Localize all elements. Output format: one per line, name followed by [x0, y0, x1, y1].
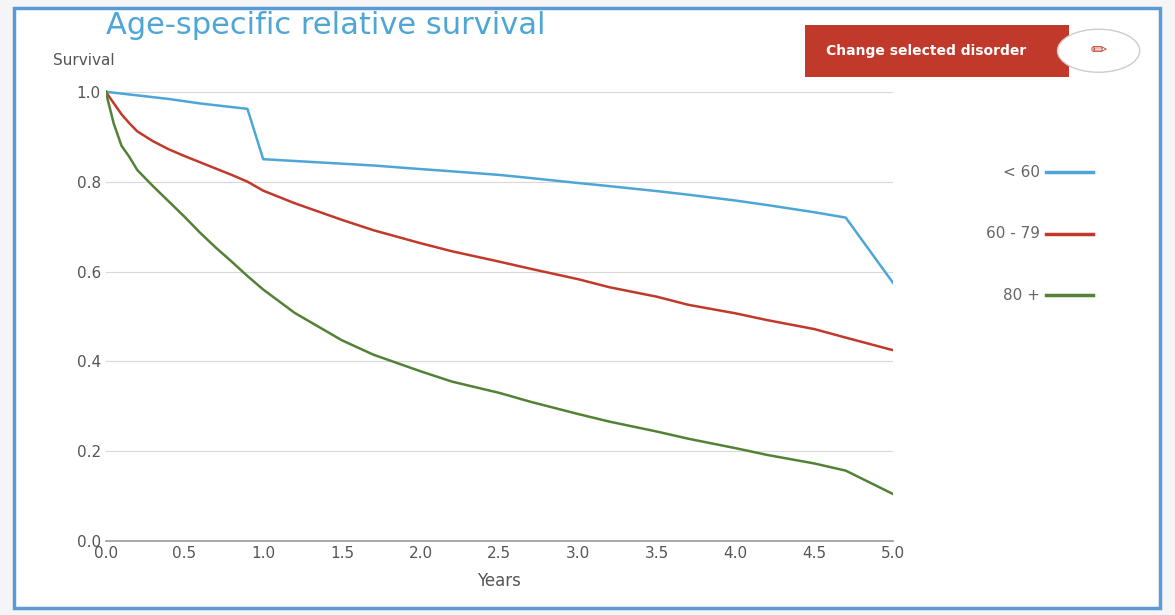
- Text: 80 +: 80 +: [1003, 288, 1040, 303]
- Text: 60 - 79: 60 - 79: [986, 226, 1040, 241]
- Text: Change selected disorder: Change selected disorder: [826, 44, 1027, 58]
- Text: ✏: ✏: [1090, 41, 1107, 60]
- Text: Age-specific relative survival: Age-specific relative survival: [106, 11, 545, 40]
- X-axis label: Years: Years: [477, 572, 522, 590]
- Text: Survival: Survival: [53, 53, 114, 68]
- Text: < 60: < 60: [1003, 165, 1040, 180]
